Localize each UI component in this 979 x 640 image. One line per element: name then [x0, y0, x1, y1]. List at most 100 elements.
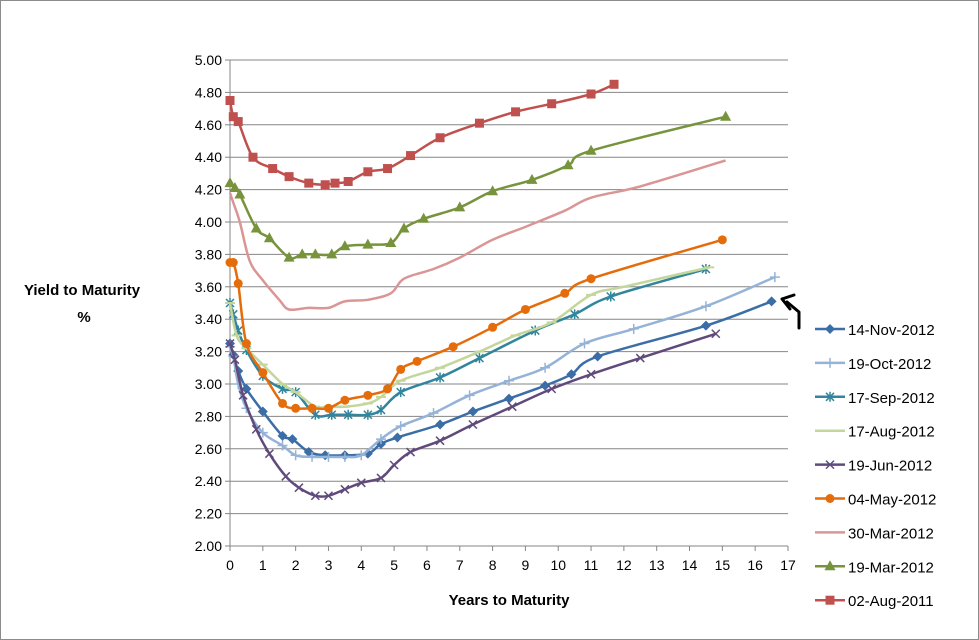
data-point	[606, 291, 616, 302]
data-point	[396, 364, 406, 374]
series-line	[228, 267, 707, 418]
y-tick-label: 4.80	[195, 84, 222, 100]
data-point	[339, 240, 351, 251]
legend-label: 17-Aug-2012	[848, 424, 935, 441]
data-point	[383, 164, 393, 174]
legend-marker	[825, 460, 835, 470]
data-point	[418, 212, 430, 223]
x-tick-label: 17	[780, 557, 796, 573]
data-point	[228, 258, 238, 267]
series-14-Nov-2012	[225, 296, 777, 461]
y-tick-label: 4.40	[195, 149, 222, 165]
data-point	[233, 117, 243, 127]
data-point	[585, 144, 597, 155]
data-point	[224, 177, 236, 188]
data-point	[405, 447, 416, 457]
data-point	[711, 329, 721, 339]
data-point	[504, 375, 514, 386]
data-point	[454, 201, 466, 212]
data-point	[323, 451, 334, 462]
y-tick-label: 3.20	[195, 344, 222, 360]
data-point	[238, 390, 248, 400]
annotation-arrow	[780, 293, 801, 330]
data-point	[310, 491, 320, 501]
data-point	[363, 167, 373, 177]
data-point	[303, 447, 314, 458]
y-tick-label: 3.00	[195, 376, 222, 392]
data-point	[248, 152, 258, 162]
data-point	[468, 419, 478, 430]
data-point	[720, 110, 732, 121]
data-point	[251, 424, 261, 434]
data-point	[520, 304, 530, 314]
data-point	[356, 478, 366, 488]
series-lines	[224, 79, 780, 501]
legend-item: 30-Mar-2012	[815, 525, 934, 542]
legend-item: 19-Mar-2012	[815, 559, 934, 576]
x-tick-label: 11	[584, 557, 599, 573]
x-tick-label: 13	[649, 557, 665, 573]
data-point	[586, 89, 596, 99]
data-point	[435, 436, 445, 446]
legend-label: 30-Mar-2012	[848, 525, 934, 542]
data-point	[250, 222, 262, 233]
data-point	[296, 248, 308, 259]
legend-marker	[824, 560, 836, 571]
legend-label: 04-May-2012	[848, 492, 936, 509]
legend-item: 17-Sep-2012	[815, 390, 935, 407]
data-point	[586, 369, 596, 379]
data-point	[356, 450, 367, 461]
data-point	[281, 471, 291, 481]
series-line	[228, 159, 726, 312]
data-point	[467, 406, 478, 417]
data-point	[307, 403, 317, 413]
data-point	[294, 483, 304, 493]
legend-marker	[825, 324, 835, 334]
x-tick-label: 8	[489, 557, 497, 573]
data-point	[264, 449, 274, 459]
series-19-Jun-2012	[225, 329, 721, 501]
series-02-Aug-2011	[225, 79, 619, 190]
series-19-Oct-2012	[225, 272, 780, 462]
data-point	[340, 484, 350, 494]
x-tick-label: 16	[747, 557, 763, 573]
data-point	[330, 178, 340, 188]
data-point	[412, 356, 422, 366]
data-point	[560, 288, 570, 298]
y-tick-label: 3.60	[195, 279, 222, 295]
data-point	[586, 274, 596, 284]
legend-label: 17-Sep-2012	[848, 390, 935, 407]
axes: 2.00 2.20 2.40 2.60 2.80 3.00 3.20 3.40 3.60 3.80…	[195, 52, 796, 573]
data-point	[228, 112, 238, 122]
legend-item: 17-Aug-2012	[815, 424, 935, 441]
series-04-May-2012	[225, 235, 727, 413]
data-point	[320, 180, 330, 190]
y-tick-label: 2.00	[195, 538, 222, 554]
legend: 14-Nov-2012 19-Oct-2012 17-Sep-2012 17-Aug-…	[815, 322, 936, 610]
data-point	[504, 393, 514, 404]
legend-label: 02-Aug-2011	[848, 593, 934, 610]
data-point	[488, 322, 498, 332]
x-tick-label: 9	[522, 557, 530, 573]
x-tick-label: 3	[325, 557, 333, 573]
data-point	[257, 406, 268, 417]
data-point	[309, 248, 321, 259]
data-point	[392, 432, 403, 443]
x-tick-label: 2	[292, 557, 300, 573]
data-point	[277, 430, 288, 441]
data-point	[570, 309, 580, 320]
data-point	[343, 177, 353, 186]
data-point	[229, 181, 241, 192]
legend-label: 14-Nov-2012	[848, 322, 935, 339]
legend-item: 19-Jun-2012	[815, 458, 932, 475]
data-point	[230, 355, 240, 365]
data-point	[326, 248, 338, 259]
y-axis-title-line2: %	[77, 309, 90, 326]
y-tick-label: 4.60	[195, 117, 222, 133]
data-point	[435, 419, 446, 430]
data-point	[635, 353, 645, 363]
data-point	[435, 372, 445, 383]
data-point	[700, 301, 711, 312]
data-point	[540, 380, 551, 391]
